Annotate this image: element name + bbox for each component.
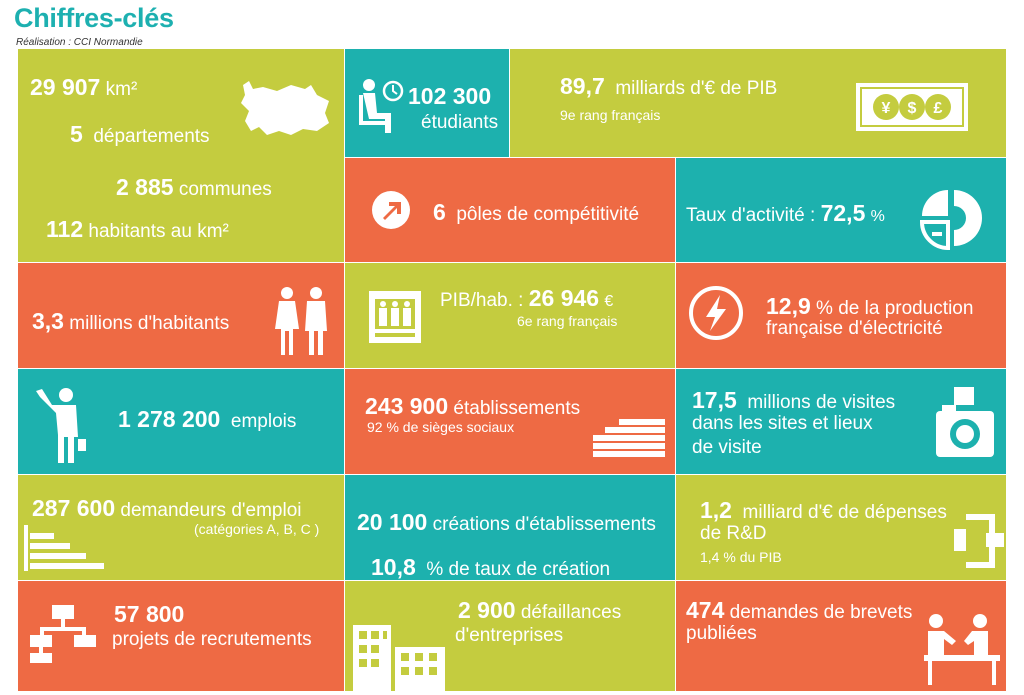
tile-gdp-per-capita: PIB/hab. : 26 946 € 6e rang français <box>345 263 675 368</box>
communes-stat: 2 885 communes <box>116 174 272 200</box>
gdp-rank: 9e rang français <box>560 107 661 123</box>
arrow-circle-icon <box>372 191 410 229</box>
tile-jobs: 1 278 200 emplois <box>18 369 344 474</box>
tile-activity: Taux d'activité : 72,5 % <box>676 158 1006 262</box>
tile-patents: 474 demandes de brevets publiées <box>676 581 1006 691</box>
establishments-stat: 243 900 établissements <box>365 393 581 419</box>
visits-stat: 17,5 millions de visites <box>692 387 896 413</box>
svg-text:¥: ¥ <box>882 100 891 117</box>
patents-stat: 474 demandes de brevets <box>686 597 913 623</box>
failures-line2: d'entreprises <box>455 625 564 646</box>
rd-sub: 1,4 % du PIB <box>700 549 782 565</box>
tile-recruitment: 57 800 projets de recrutements <box>18 581 344 691</box>
buildings-icon <box>353 625 445 691</box>
tile-establishments: 243 900 établissements 92 % de sièges so… <box>345 369 675 474</box>
gdp-stat: 89,7 milliards d'€ de PIB <box>560 73 778 99</box>
worker-raising-hand-icon <box>36 388 86 463</box>
page-title: Chiffres-clés <box>14 3 174 33</box>
rd-stat: 1,2 milliard d'€ de dépenses <box>700 497 947 523</box>
camera-icon <box>936 387 994 457</box>
patents-line2: publiées <box>686 623 757 644</box>
activity-stat: Taux d'activité : 72,5 % <box>686 200 885 226</box>
failures-stat: 2 900 défaillances <box>458 597 622 623</box>
visits-line3: de visite <box>692 437 762 458</box>
svg-text:$: $ <box>908 100 917 117</box>
poles-stat: 6 pôles de compétitivité <box>433 199 640 225</box>
students-number: 102 300 <box>408 83 492 109</box>
job-seekers-sub: (catégories A, B, C ) <box>194 521 320 537</box>
gdp-per-capita-rank: 6e rang français <box>517 313 618 329</box>
visits-line2: dans les sites et lieux <box>692 413 873 434</box>
tile-failures: 2 900 défaillances d'entreprises <box>345 581 675 691</box>
building-stack-icon <box>593 419 665 457</box>
creations-stat: 20 100 créations d'établissements <box>357 509 656 535</box>
job-seekers-stat: 287 600 demandeurs d'emploi <box>32 495 302 521</box>
departments-stat: 5 départements <box>70 121 210 147</box>
creation-rate-stat: 10,8 % de taux de création <box>371 554 611 580</box>
family-frame-icon <box>369 291 421 343</box>
density-stat: 112 habitants au km² <box>46 216 229 242</box>
tile-electricity: 12,9 % de la production française d'élec… <box>676 263 1006 368</box>
population-stat: 3,3 millions d'habitants <box>32 308 230 334</box>
svg-text:£: £ <box>934 100 943 117</box>
normandy-map-icon <box>241 81 329 135</box>
recruitment-label: projets de recrutements <box>112 629 312 650</box>
tile-job-seekers: 287 600 demandeurs d'emploi (catégories … <box>18 475 344 580</box>
electricity-stat: 12,9 % de la production <box>766 293 974 319</box>
org-chart-icon <box>30 605 96 663</box>
handshake-desk-icon <box>924 614 1000 685</box>
lightning-icon <box>689 286 743 340</box>
woman-man-icon <box>275 287 327 355</box>
tile-territory: 29 907 km² 5 départements 2 885 communes… <box>18 49 344 262</box>
puzzle-pieces-icon <box>954 514 1004 568</box>
establishments-sub: 92 % de sièges sociaux <box>367 419 515 435</box>
tile-gdp: 89,7 milliards d'€ de PIB 9e rang frança… <box>510 49 1006 157</box>
tile-visits: 17,5 millions de visites dans les sites … <box>676 369 1006 474</box>
bar-decline-icon <box>24 525 104 571</box>
electricity-line2: française d'électricité <box>766 318 943 339</box>
tile-poles: 6 pôles de compétitivité <box>345 158 675 262</box>
students-label: étudiants <box>421 112 499 133</box>
gdp-per-capita-stat: PIB/hab. : 26 946 € <box>440 285 614 311</box>
tile-population: 3,3 millions d'habitants <box>18 263 344 368</box>
tile-students: 102 300 étudiants <box>345 49 509 157</box>
student-seated-icon <box>359 79 404 133</box>
currency-bill-icon: ¥ $ £ <box>856 83 968 131</box>
jobs-stat: 1 278 200 emplois <box>118 406 297 432</box>
rd-line2: de R&D <box>700 523 767 544</box>
page-subtitle: Réalisation : CCI Normandie <box>16 37 143 48</box>
pie-chart-icon <box>919 190 982 251</box>
tile-creations: 20 100 créations d'établissements 10,8 %… <box>345 475 675 580</box>
area-stat: 29 907 km² <box>30 74 138 100</box>
tile-rd: 1,2 milliard d'€ de dépenses de R&D 1,4 … <box>676 475 1006 580</box>
recruitment-number: 57 800 <box>114 601 185 627</box>
